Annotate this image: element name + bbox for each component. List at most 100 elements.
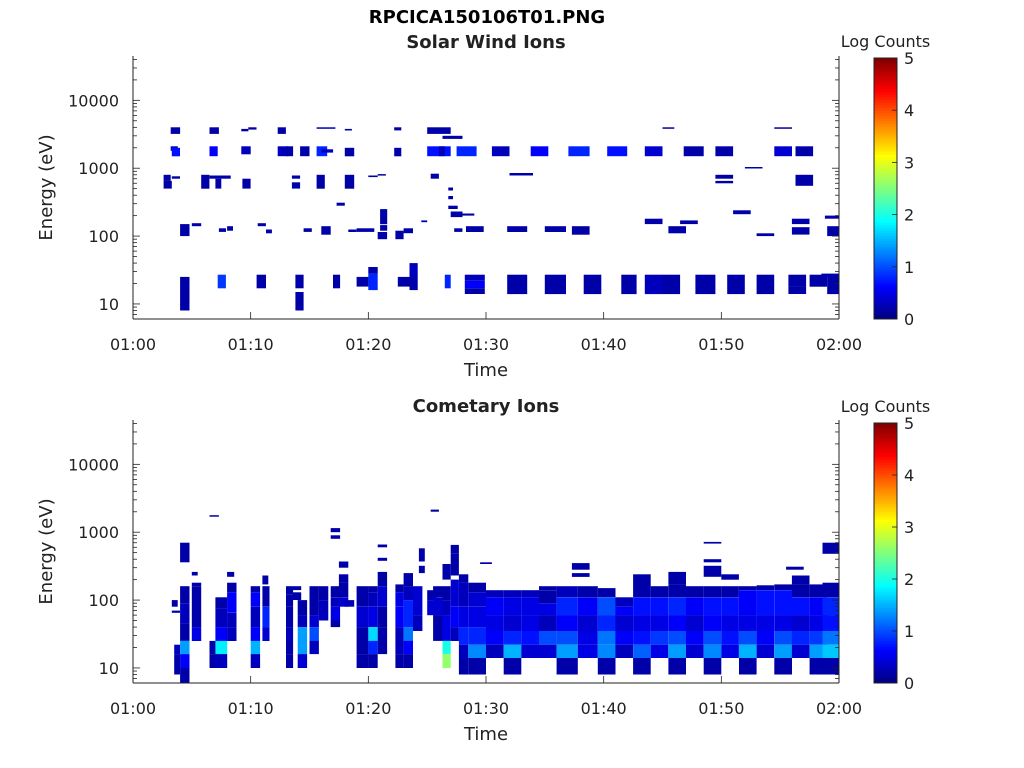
- heatmap-cell: [571, 563, 590, 570]
- heatmap-cell: [577, 644, 598, 658]
- colorbar-segment: [874, 490, 897, 494]
- heatmap-cell: [395, 584, 404, 593]
- heatmap-cell: [297, 627, 308, 655]
- colorbar-segment: [874, 125, 897, 129]
- colorbar-segment: [874, 91, 897, 95]
- heatmap-cell: [795, 146, 814, 157]
- heatmap-cell: [242, 178, 251, 189]
- panel-title: Solar Wind Ions: [406, 32, 565, 53]
- heatmap-cell: [650, 644, 669, 658]
- colorbar-segment: [874, 211, 897, 215]
- heatmap-cell: [597, 597, 616, 616]
- heatmap-cell: [597, 588, 616, 598]
- heatmap-cell: [822, 644, 839, 658]
- heatmap-cell: [418, 548, 425, 562]
- heatmap-cell: [556, 586, 578, 598]
- heatmap-cell: [509, 173, 533, 176]
- colorbar-tick-label: 1: [904, 622, 914, 641]
- colorbar-segment: [874, 305, 897, 309]
- colorbar-segment: [874, 651, 897, 655]
- colorbar-segment: [874, 579, 897, 582]
- heatmap-cell: [791, 631, 810, 645]
- heatmap-cell: [544, 274, 566, 295]
- heatmap-cell: [180, 603, 190, 624]
- y-tick-label: 10: [99, 659, 119, 678]
- heatmap-cell: [403, 228, 413, 234]
- heatmap-cell: [486, 590, 504, 598]
- colorbar-segment: [874, 230, 897, 234]
- colorbar-segment: [874, 602, 897, 606]
- colorbar-segment: [874, 610, 897, 614]
- heatmap-cell: [227, 582, 237, 593]
- x-tick-label: 01:20: [345, 335, 391, 354]
- heatmap-cell: [380, 209, 388, 225]
- heatmap-cell: [291, 182, 301, 189]
- heatmap-cell: [336, 202, 345, 206]
- colorbar-segment: [874, 300, 897, 304]
- heatmap-cell: [286, 586, 294, 595]
- colorbar-segment: [874, 204, 897, 208]
- heatmap-cell: [180, 551, 190, 563]
- colorbar-segment: [874, 201, 897, 205]
- heatmap-cell: [650, 586, 669, 598]
- colorbar-segment: [874, 581, 897, 585]
- heatmap-cell: [368, 267, 378, 274]
- heatmap-cell: [395, 592, 404, 607]
- heatmap-cell: [348, 229, 357, 232]
- colorbar-segment: [874, 667, 897, 671]
- heatmap-cell: [795, 174, 814, 186]
- colorbar-segment: [874, 456, 897, 460]
- colorbar-segment: [874, 217, 897, 221]
- heatmap-cell: [403, 640, 413, 655]
- heatmap-cell: [344, 600, 355, 607]
- heatmap-cell: [683, 146, 704, 157]
- heatmap-cell: [521, 631, 539, 645]
- heatmap-cell: [756, 631, 775, 645]
- heatmap-cell: [377, 571, 388, 587]
- heatmap-cell: [791, 575, 810, 585]
- heatmap-cell: [503, 590, 522, 598]
- colorbar-segment: [874, 436, 897, 439]
- heatmap-cell: [822, 615, 839, 631]
- heatmap-cell: [171, 176, 180, 179]
- heatmap-cell: [621, 274, 637, 295]
- colorbar-segment: [874, 60, 897, 64]
- heatmap-cell: [180, 292, 190, 311]
- heatmap-cell: [458, 627, 469, 645]
- heatmap-cell: [257, 223, 266, 227]
- heatmap-cell: [215, 178, 222, 189]
- heatmap-cell: [394, 147, 402, 157]
- colorbar-segment: [874, 256, 897, 260]
- heatmap-cell: [633, 658, 651, 675]
- heatmap-cell: [395, 654, 404, 668]
- colorbar-frame: [873, 57, 898, 320]
- heatmap-cell: [568, 146, 590, 157]
- colorbar-tick-label: 2: [904, 570, 914, 589]
- heatmap-cell: [668, 571, 686, 585]
- x-tick-label: 01:50: [698, 699, 744, 718]
- heatmap-cell: [209, 127, 219, 134]
- heatmap-cell: [468, 658, 486, 675]
- heatmap-cell: [368, 586, 378, 593]
- heatmap-cell: [256, 274, 266, 289]
- heatmap-cell: [174, 644, 181, 655]
- colorbar-segment: [874, 514, 897, 517]
- heatmap-cell: [774, 644, 792, 658]
- colorbar-segment: [874, 662, 897, 666]
- colorbar-segment: [874, 196, 897, 200]
- colorbar-segment: [874, 620, 897, 624]
- heatmap-cell: [462, 213, 475, 216]
- x-tick-label: 01:50: [698, 335, 744, 354]
- heatmap-cell: [227, 226, 233, 231]
- heatmap-cell: [824, 215, 839, 219]
- heatmap-cell: [686, 631, 704, 645]
- colorbar-segment: [874, 146, 897, 150]
- x-tick-label: 01:10: [228, 699, 274, 718]
- heatmap-cell: [191, 582, 202, 587]
- colorbar-tick-label: 5: [904, 49, 914, 68]
- heatmap-cell: [215, 640, 228, 655]
- colorbar-segment: [874, 282, 897, 286]
- colorbar-segment: [874, 566, 897, 569]
